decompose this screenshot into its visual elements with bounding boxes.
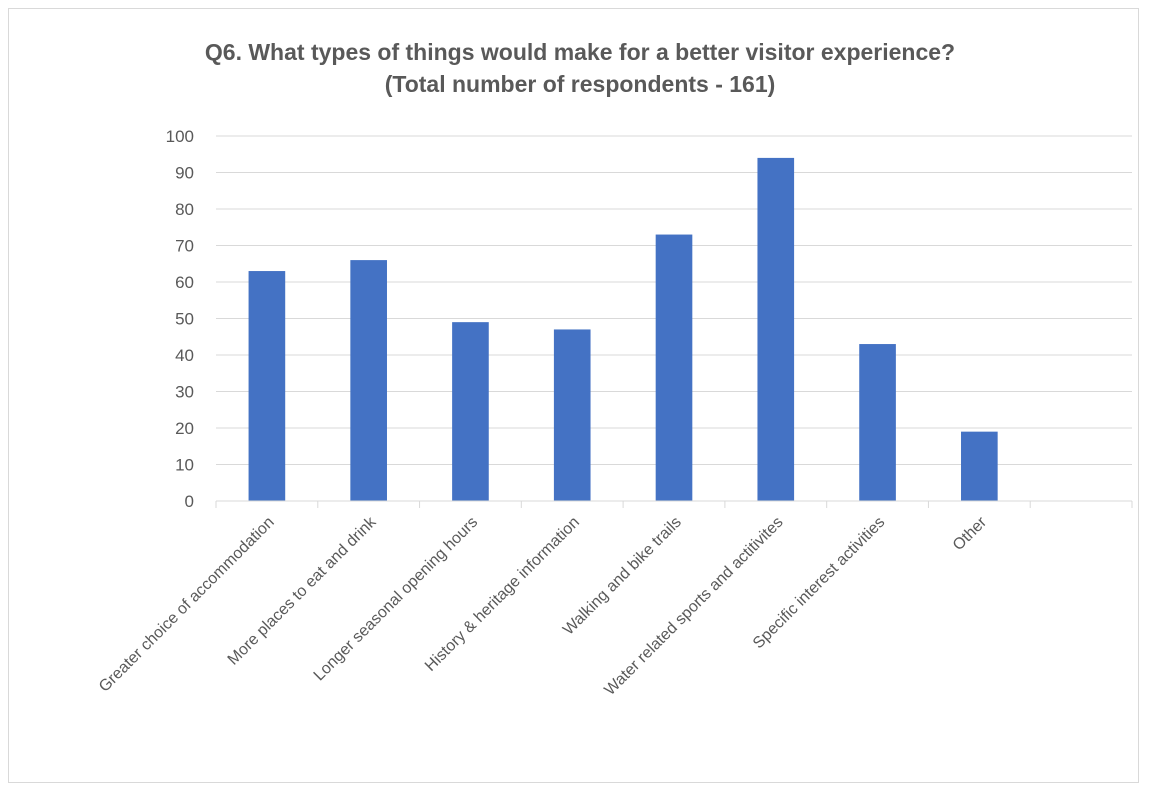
y-tick-label: 50: [175, 310, 194, 329]
bar: [757, 157, 795, 501]
y-tick-label: 10: [175, 456, 194, 475]
x-category-label: Other: [950, 513, 991, 554]
x-category-label: Water related sports and actitivites: [601, 514, 786, 699]
y-tick-label: 70: [175, 237, 194, 256]
bars: [248, 157, 998, 502]
y-tick-label: 100: [166, 127, 194, 146]
y-tick-label: 60: [175, 273, 194, 292]
x-category-label: Longer seasonal opening hours: [311, 514, 482, 685]
x-category-label: Greater choice of accommodation: [96, 514, 278, 696]
y-tick-label: 40: [175, 346, 194, 365]
bar: [859, 344, 896, 501]
y-tick-label: 80: [175, 200, 194, 219]
y-tick-label: 90: [175, 164, 194, 183]
bar: [452, 322, 489, 501]
x-category-label: Walking and bike trails: [560, 514, 685, 639]
chart-subtitle: (Total number of respondents - 161): [384, 71, 776, 97]
chart-title: Q6. What types of things would make for …: [204, 39, 956, 65]
bar: [350, 260, 387, 501]
y-tick-label: 20: [175, 419, 194, 438]
y-tick-label: 30: [175, 383, 194, 402]
bar: [248, 271, 286, 501]
y-tick-label: 0: [185, 492, 194, 511]
bar: [655, 234, 693, 502]
bar: [553, 329, 591, 501]
x-axis: [215, 500, 1133, 508]
y-axis-ticks: 0 10 20 30 40 50 60 70 80 90 100: [166, 127, 194, 511]
bar: [961, 431, 998, 501]
